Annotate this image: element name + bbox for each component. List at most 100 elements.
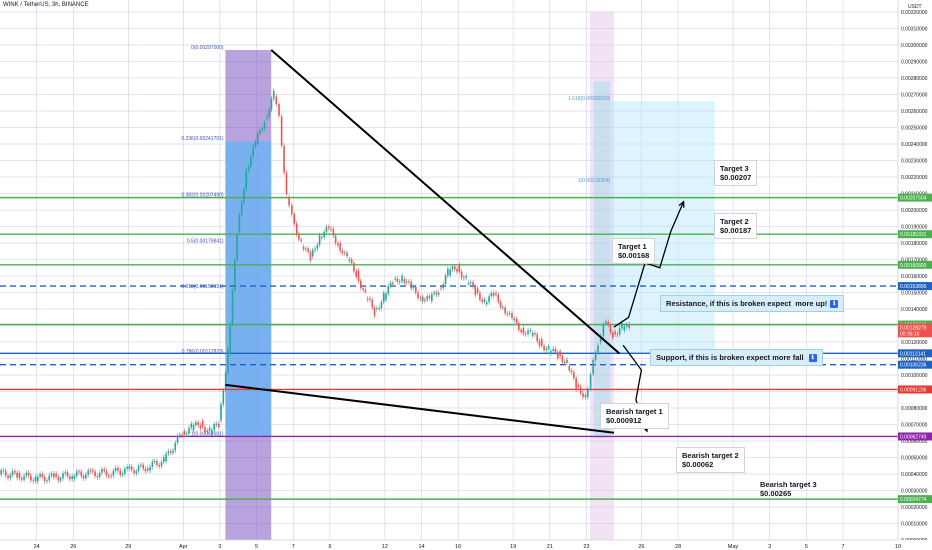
candle-body bbox=[158, 464, 161, 467]
candle-body bbox=[401, 275, 403, 282]
x-tick-label: 24 bbox=[34, 544, 40, 550]
candle-body bbox=[419, 297, 422, 299]
fib-ext-label: 1.618(0.00266000) bbox=[568, 96, 611, 102]
candle-body bbox=[190, 423, 193, 428]
x-tick-label: 26 bbox=[638, 544, 644, 550]
candle-body bbox=[140, 464, 142, 466]
candle-body bbox=[162, 457, 165, 463]
candle-body bbox=[499, 301, 502, 308]
candle-body bbox=[435, 292, 438, 295]
y-tick-label: 0.00220000 bbox=[901, 175, 928, 181]
candle-body bbox=[121, 473, 124, 475]
level-badge-label: 0.00166800 bbox=[900, 263, 927, 269]
candle-body bbox=[309, 251, 312, 261]
candle-body bbox=[7, 475, 9, 479]
candle-body bbox=[467, 282, 470, 284]
candle-body bbox=[451, 266, 454, 270]
candle-body bbox=[133, 469, 135, 474]
candle-body bbox=[442, 284, 445, 289]
candle-body bbox=[266, 116, 268, 119]
candle-body bbox=[545, 348, 548, 351]
symbol-header: WINK / TetherUS, 3h, BINANCE bbox=[3, 2, 89, 8]
candle-body bbox=[213, 424, 215, 430]
candle-body bbox=[181, 434, 183, 436]
candle-body bbox=[9, 474, 12, 479]
candle-body bbox=[311, 250, 314, 257]
candle-body bbox=[103, 469, 106, 472]
candle-body bbox=[66, 472, 69, 477]
candle-body bbox=[23, 475, 25, 480]
y-tick-label: 0.00160000 bbox=[901, 274, 928, 280]
candle-body bbox=[192, 424, 195, 431]
y-tick-label: 0.00240000 bbox=[901, 142, 928, 148]
candle-body bbox=[531, 333, 534, 336]
candle-body bbox=[483, 299, 486, 302]
level-badge-label: 0.00024774 bbox=[900, 497, 927, 503]
y-tick-label: 0.00060000 bbox=[901, 439, 928, 445]
candle-body bbox=[119, 470, 122, 475]
time-axis-bg bbox=[0, 540, 932, 550]
candle-body bbox=[43, 476, 46, 482]
candle-body bbox=[227, 348, 229, 373]
y-tick-label: 0.00200000 bbox=[901, 208, 928, 214]
level-badge-label: 0.00185331 bbox=[900, 232, 927, 238]
fib-label: 1(0.00062681) bbox=[191, 432, 224, 438]
x-tick-label: 5 bbox=[255, 544, 258, 550]
candle-body bbox=[130, 466, 133, 470]
candle-body bbox=[48, 475, 51, 481]
candle-body bbox=[298, 234, 300, 240]
candle-body bbox=[506, 313, 509, 315]
y-tick-label: 0.00320000 bbox=[901, 10, 928, 16]
candle-body bbox=[463, 277, 465, 279]
candle-body bbox=[39, 473, 41, 477]
level-badge bbox=[898, 385, 932, 394]
candle-body bbox=[11, 471, 14, 475]
candle-body bbox=[350, 259, 353, 264]
candle-body bbox=[208, 427, 211, 431]
candle-body bbox=[339, 243, 341, 251]
candle-body bbox=[268, 109, 270, 117]
note-resistance-text: Resistance, if this is broken expect mor… bbox=[666, 299, 828, 308]
candle-body bbox=[378, 307, 380, 309]
candle-body bbox=[538, 340, 541, 346]
candle-body bbox=[447, 268, 449, 276]
countdown-label: 00:35:16 bbox=[900, 331, 920, 337]
candle-body bbox=[346, 252, 348, 256]
last-price-badge bbox=[898, 323, 932, 338]
candle-body bbox=[495, 293, 497, 295]
candle-body bbox=[488, 296, 490, 303]
y-tick-label: 0.00260000 bbox=[901, 109, 928, 115]
note-bear1: Bearish target 1 $0.000912 bbox=[600, 403, 669, 429]
candle-body bbox=[80, 471, 83, 477]
candle-body bbox=[412, 287, 415, 289]
candle-body bbox=[518, 323, 520, 330]
candle-body bbox=[75, 471, 78, 476]
candle-body bbox=[371, 300, 374, 308]
note-support-text: Support, if this is broken expect more f… bbox=[656, 353, 806, 362]
candle-body bbox=[607, 321, 610, 325]
candle-body bbox=[185, 433, 188, 435]
candle-body bbox=[353, 263, 355, 272]
y-tick-label: 0.00170000 bbox=[901, 258, 928, 264]
candle-body bbox=[597, 345, 599, 353]
note-target2: Target 2 $0.00187 bbox=[714, 213, 758, 239]
candle-body bbox=[32, 480, 35, 482]
candle-body bbox=[259, 129, 261, 134]
level-badge bbox=[898, 230, 932, 239]
candle-body bbox=[179, 434, 181, 436]
candle-body bbox=[398, 281, 401, 283]
candle-body bbox=[146, 468, 149, 471]
candle-body bbox=[536, 334, 538, 341]
fib-label: 0.236(0.00241701) bbox=[181, 136, 224, 142]
y-tick-label: 0.00280000 bbox=[901, 76, 928, 82]
candle-body bbox=[587, 388, 589, 398]
candle-body bbox=[577, 384, 580, 387]
candle-body bbox=[481, 299, 484, 302]
candle-body bbox=[453, 266, 456, 270]
candle-body bbox=[547, 346, 550, 349]
candle-body bbox=[57, 476, 60, 481]
candle-body bbox=[256, 133, 259, 144]
candle-body bbox=[69, 476, 71, 480]
